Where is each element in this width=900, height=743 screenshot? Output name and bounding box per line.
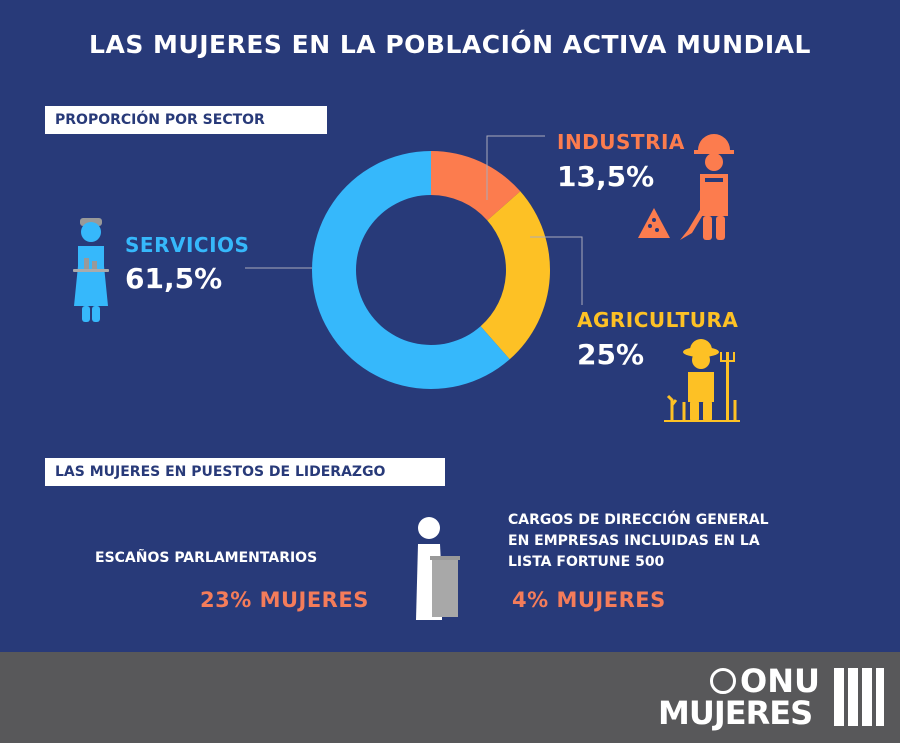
ceo-label: CARGOS DE DIRECCIÓN GENERAL EN EMPRESAS … [508, 510, 769, 573]
servicios-label: SERVICIOS [125, 233, 250, 257]
donut-chart [73, 134, 740, 620]
sector-heading: PROPORCIÓN POR SECTOR [45, 106, 327, 134]
un-women-symbol-icon [834, 668, 884, 726]
industria-label: INDUSTRIA [557, 130, 685, 154]
donut-slice-servicios [311, 151, 510, 389]
leadership-heading: LAS MUJERES EN PUESTOS DE LIDERAZGO [45, 458, 445, 486]
ceo-label-line: LISTA FORTUNE 500 [508, 554, 665, 570]
ceo-value: 4% MUJERES [512, 588, 666, 612]
service-worker-icon [73, 218, 109, 322]
logo-text-mujeres: MUJERES [658, 694, 813, 732]
servicios-value: 61,5% [125, 262, 223, 295]
ceo-label-line: EN EMPRESAS INCLUIDAS EN LA [508, 533, 760, 549]
farmer-icon [664, 339, 740, 422]
agricultura-label: AGRICULTURA [577, 308, 739, 332]
donut-slice-industria [431, 151, 521, 221]
logo-text-onu: ONU [740, 662, 820, 700]
podium-speaker-icon [416, 517, 460, 620]
ceo-label-line: CARGOS DE DIRECCIÓN GENERAL [508, 512, 769, 528]
donut-slice-agricultura [480, 191, 551, 360]
footer: ONU MUJERES [0, 652, 900, 743]
parliament-label: ESCAÑOS PARLAMENTARIOS [95, 550, 318, 566]
industria-value: 13,5% [557, 160, 655, 193]
leader-line-industria [486, 135, 545, 200]
page-title: LAS MUJERES EN LA POBLACIÓN ACTIVA MUNDI… [89, 30, 811, 59]
parliament-value: 23% MUJERES [200, 588, 369, 612]
industry-worker-icon [638, 134, 734, 240]
un-emblem-icon [710, 668, 736, 694]
leader-line-agricultura [530, 236, 583, 305]
agricultura-value: 25% [577, 338, 645, 371]
un-women-logo: ONU MUJERES [656, 662, 886, 732]
